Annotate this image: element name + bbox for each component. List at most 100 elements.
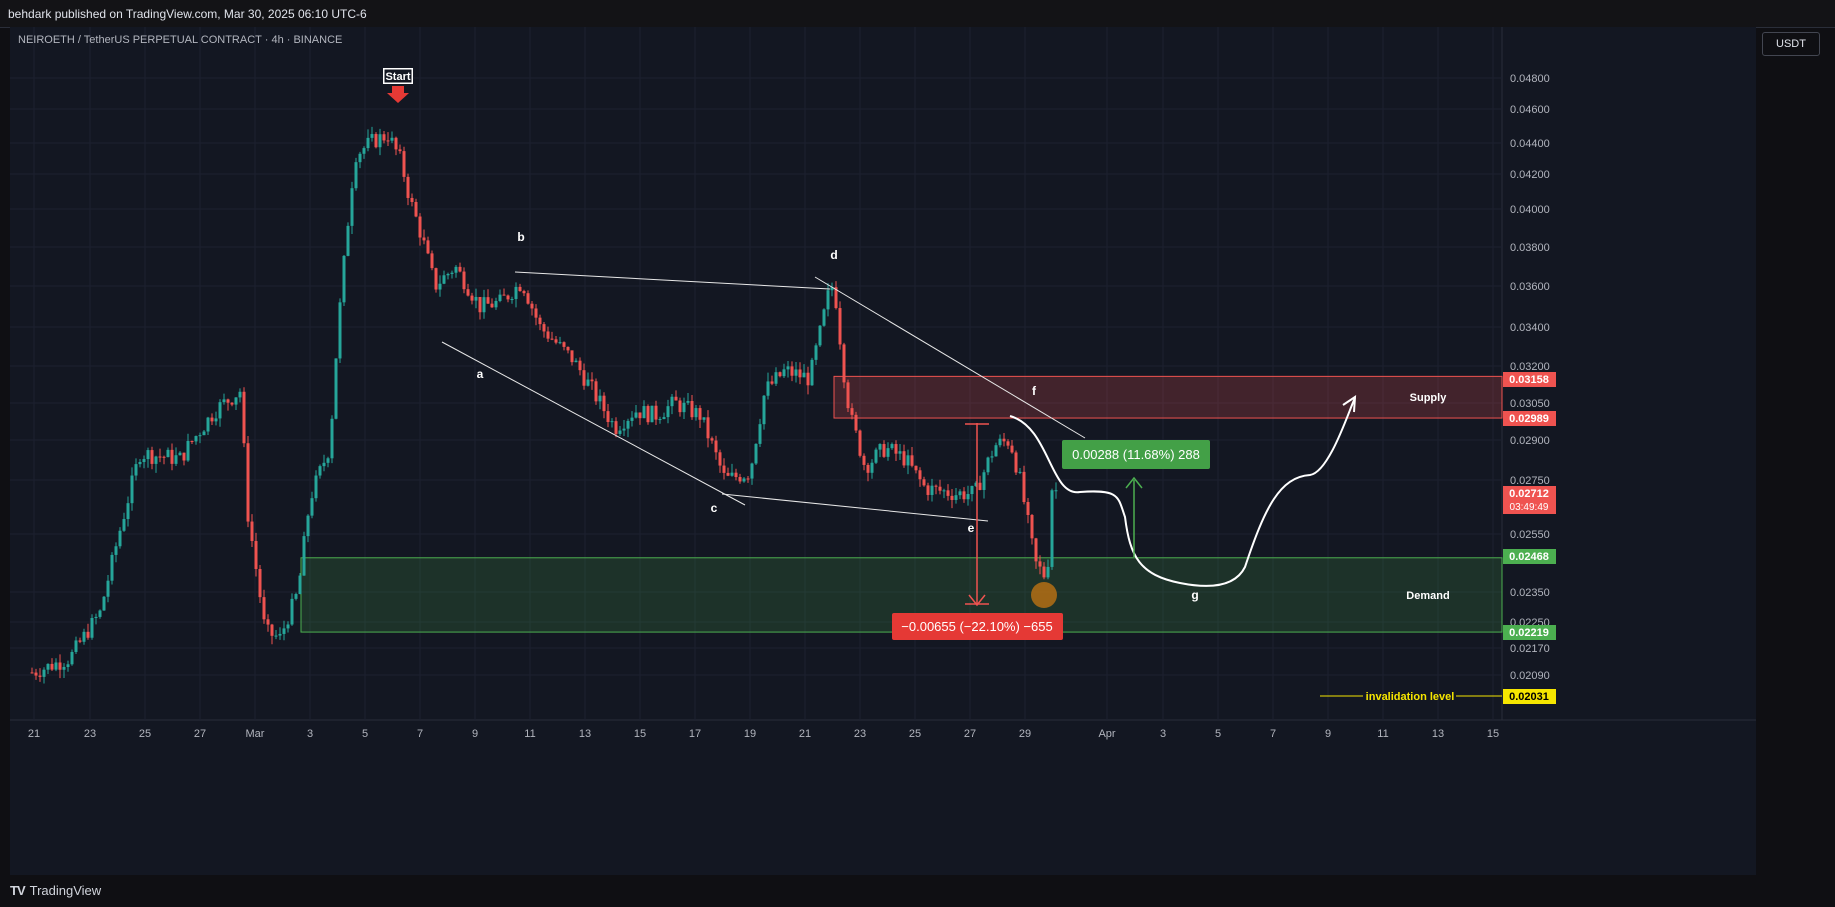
currency-button[interactable]: USDT [1762,32,1820,56]
candle [690,395,694,420]
chart-area[interactable]: 0.04800 0.04600 0.04400 0.04200 0.04000 0.038… [10,27,1756,883]
candle [482,289,486,319]
candle [254,532,258,577]
pattern-line-ac [441,341,746,506]
candle [758,418,762,448]
candle [778,371,782,378]
candle [738,473,742,484]
candle [38,668,42,682]
candle [714,435,718,460]
candle [502,288,506,296]
candle [282,620,286,641]
candle [942,488,946,499]
supply-zone [833,375,1503,419]
wave-label-b: b [517,230,524,244]
candle [818,324,822,348]
x-tick-label: 25 [139,728,151,740]
candle [270,623,274,645]
candle [342,254,346,307]
candle [326,456,330,468]
x-tick-label: 13 [579,728,591,740]
y-tick-label: 0.03050 [1510,398,1550,410]
candle [30,667,34,674]
candle [582,363,586,390]
candle [970,485,974,502]
candle [182,452,186,466]
candle [94,613,98,625]
candle [854,411,858,434]
brand-name: TradingView [29,883,102,898]
top-bar: behdark published on TradingView.com, Ma… [0,0,1835,28]
candle [610,418,614,428]
symbol-title: NEIROETH / TetherUS PERPETUAL CONTRACT ·… [18,34,343,46]
candle [654,400,658,426]
candle [862,453,866,471]
candle [750,462,754,485]
candle [674,390,678,401]
candle [906,449,910,475]
price-tag [1503,689,1556,704]
candle [838,301,842,350]
candle [634,404,638,419]
candle [830,282,834,297]
candle [130,467,134,511]
candle [1014,450,1018,475]
pattern-line-bd [514,271,831,290]
tradingview-brand[interactable]: TV TradingView [10,883,101,898]
candle [534,304,538,326]
down-measure-text: −0.00655 (−22.10%) −655 [901,619,1052,634]
candle [134,458,138,481]
candle [102,595,106,611]
y-tick-label: 0.03200 [1510,361,1550,373]
y-tick-label: 0.02170 [1510,643,1550,655]
price-tag-label: 0.02989 [1509,413,1549,425]
candle [410,193,414,207]
candle [114,542,118,563]
candle [334,358,338,420]
candle [386,132,390,147]
price-chart[interactable]: 0.04800 0.04600 0.04400 0.04200 0.04000 0.038… [10,27,1756,883]
x-tick-label: 5 [362,728,368,740]
candle [106,575,110,603]
candle [314,470,318,502]
projection-arrow-head [1342,395,1357,413]
candle [518,283,522,292]
x-tick-label: 15 [1487,728,1499,740]
candle [278,627,282,640]
candle [814,343,818,365]
price-tag [1503,549,1556,564]
candle [666,399,670,424]
x-tick-label: 9 [1325,728,1331,740]
candle [678,397,682,417]
candle [470,292,474,305]
price-axis [1502,27,1756,883]
candle [274,629,278,640]
candle [886,442,890,461]
candle [374,132,378,149]
candle [34,668,38,680]
candle [1046,559,1050,580]
y-tick-label: 0.04200 [1510,169,1550,181]
candle [558,336,562,345]
candle [54,658,58,672]
candle [526,290,530,305]
candle [450,270,454,279]
candle [930,478,934,502]
candle [330,415,334,464]
candle [434,267,438,293]
candle [978,475,982,491]
x-tick-label: 25 [909,728,921,740]
candle [298,572,302,595]
candle [306,514,310,543]
x-tick-label: 11 [524,728,535,740]
candle [742,477,746,483]
candle [1042,562,1046,580]
candle [358,151,362,169]
candles [30,126,1058,684]
candle [322,454,326,472]
candle [250,514,254,547]
candle [746,476,750,483]
candle [310,491,314,519]
x-tick-label: 27 [964,728,976,740]
candle [246,436,250,528]
